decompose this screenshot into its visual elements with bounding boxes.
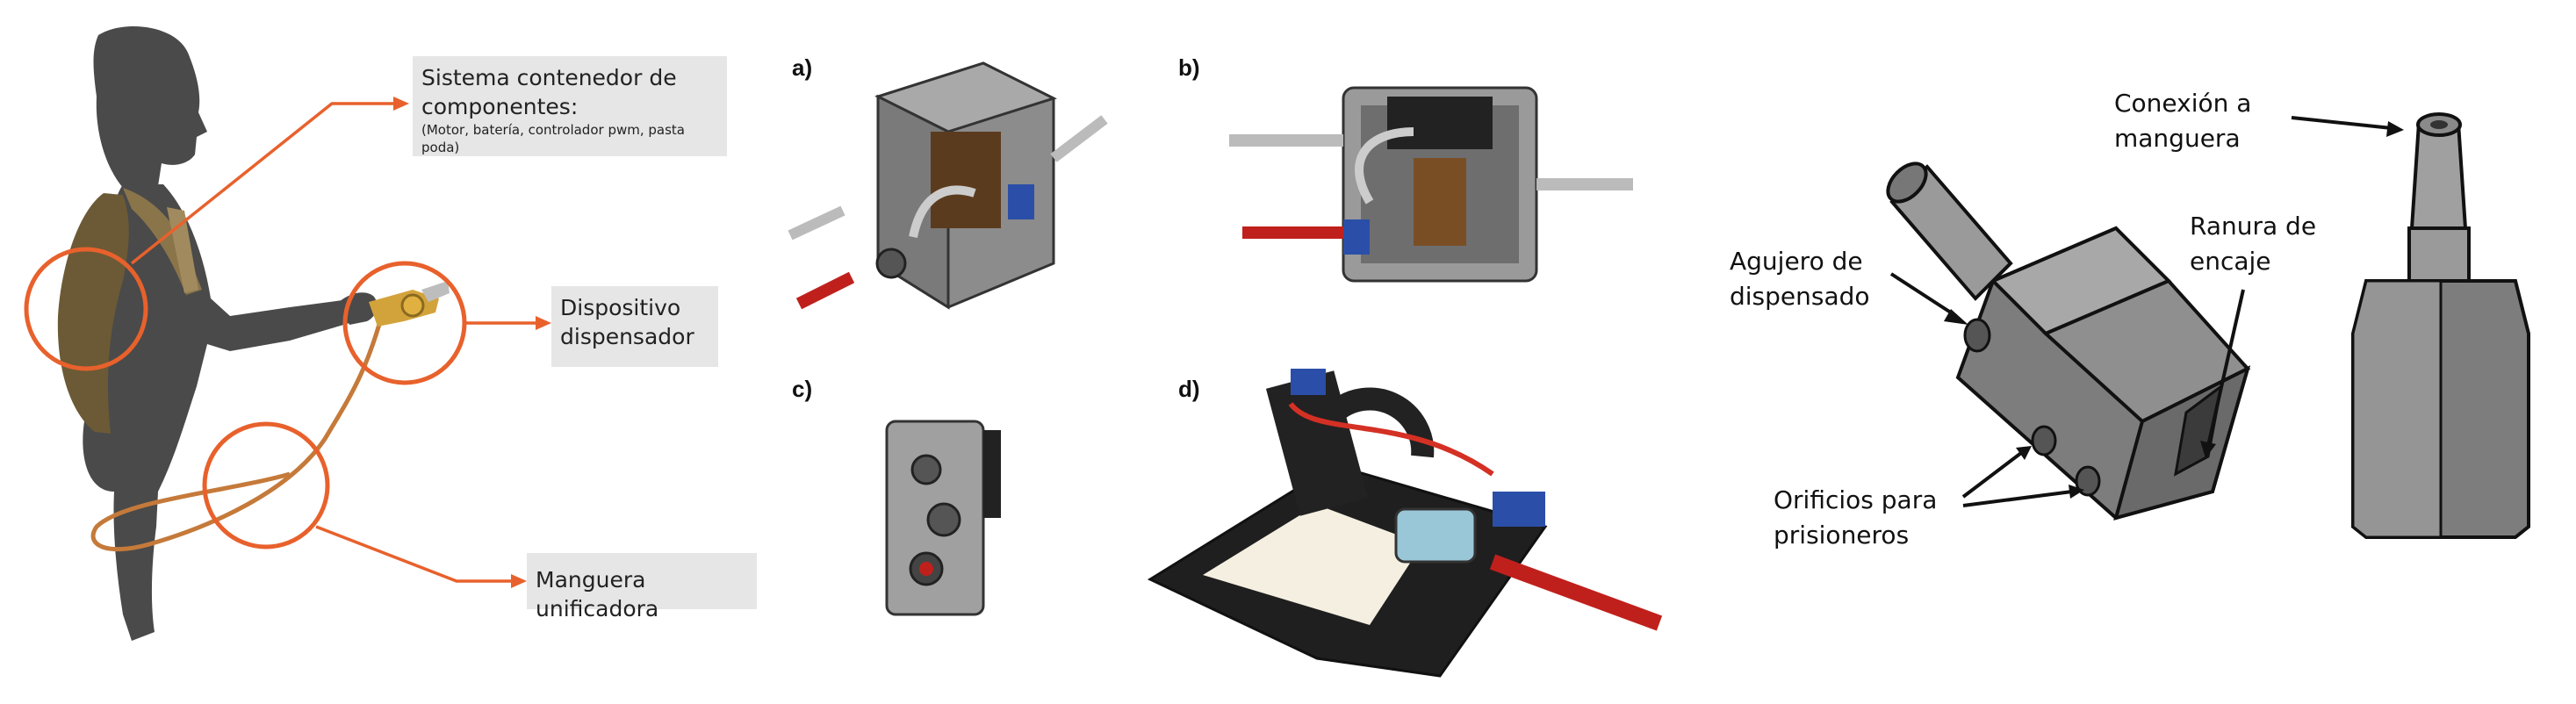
dispense-hole-arrow [1889,272,1958,318]
unifying-hose-title: Manguera unificadora [536,567,659,621]
internal-assembly-view [1147,369,1663,678]
backpack-highlight-circle [24,247,148,371]
enclosure-side-view [885,420,1001,616]
hose-connection-arrowhead [2386,121,2404,137]
container-system-subtitle: (Motor, batería, controlador pwm, pasta … [421,122,685,155]
dispenser-device-callout: Dispositivo dispensador [551,286,718,367]
panel-label-d: d) [1178,376,1200,402]
enclosure-isometric-view [788,61,1108,310]
dispenser-part-front [2351,112,2530,539]
hose-line [90,298,389,552]
dispenser-part-isometric [1886,162,2251,521]
dispenser-arrowhead [536,316,551,330]
dispenser-device-title: Dispositivo dispensador [560,295,694,349]
hose-arrowhead [511,574,527,588]
container-system-title: Sistema contenedor de componentes: [421,65,677,119]
set-screw-arrowhead-lower [2069,485,2084,499]
backpack-arrowhead [393,97,409,111]
hose-connection-arrow [2291,116,2393,130]
set-screw-holes-label: Orificios para prisioneros [1774,485,1938,550]
dispense-hole-arrowhead [1944,309,1968,325]
hose-highlight-circle [202,421,330,550]
set-screw-arrow-lower [1962,490,2073,507]
container-system-callout: Sistema contenedor de componentes: (Moto… [413,56,727,156]
dispenser-drawing [369,281,450,327]
fit-slot-arrowhead [2200,441,2216,458]
unifying-hose-callout: Manguera unificadora [527,553,757,621]
dispense-hole-label: Agujero de dispensado [1730,247,1870,311]
hose-connection-label: Conexión a manguera [2114,89,2252,153]
fit-slot-arrow [2206,289,2245,447]
enclosure-top-view [1229,86,1633,283]
hose-connector-line [315,525,513,583]
panel-label-c: c) [792,376,813,402]
set-screw-arrowhead-upper [2016,446,2032,460]
panel-label-a: a) [792,54,813,81]
fit-slot-label: Ranura de encaje [2190,212,2317,276]
set-screw-arrow-upper [1961,451,2023,499]
backpack-connector-line [130,102,395,265]
dispenser-highlight-circle [342,261,467,385]
panel-label-b: b) [1178,54,1200,81]
person-silhouette [83,25,378,641]
